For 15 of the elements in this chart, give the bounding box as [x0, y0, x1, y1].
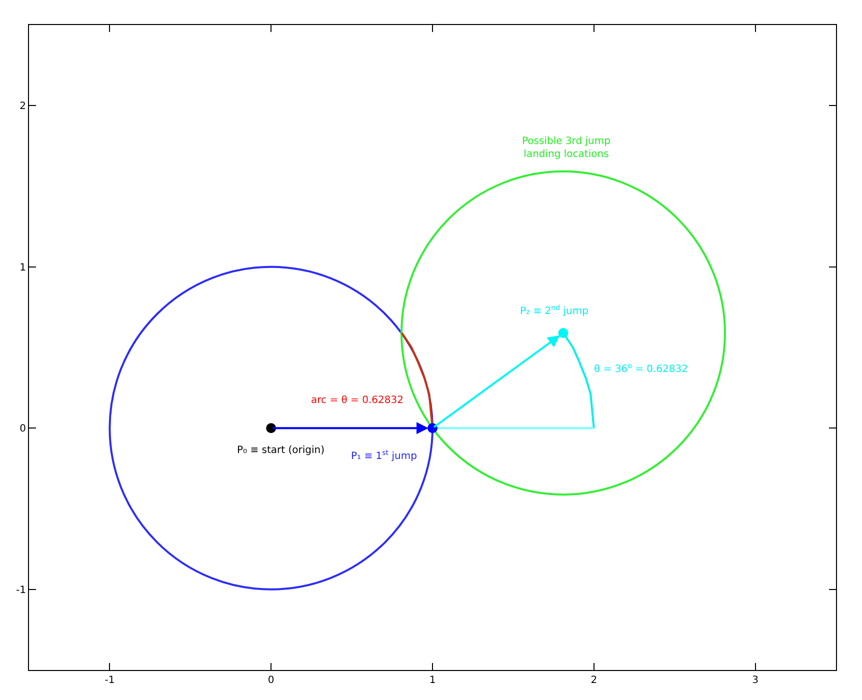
annotation: arc = θ = 0.62832 [311, 395, 404, 406]
y-tick-label: 0 [20, 424, 26, 435]
y-tick-label: 1 [20, 262, 26, 274]
y-tick-label: -1 [16, 584, 26, 596]
x-tick-label: 3 [752, 675, 758, 686]
annotation: P₁ ≡ 1$^{st}$ jump [351, 449, 417, 462]
x-tick-label: 0 [268, 675, 274, 686]
annotation: Possible 3rd jump landing locations [522, 136, 610, 160]
x-tick-label: -1 [104, 675, 115, 686]
x-tick-label: 1 [429, 675, 436, 686]
y-tick-label: 2 [20, 101, 26, 112]
annotation: θ = 36$^{o}$ = 0.62832 [594, 362, 688, 376]
annotation: P₂ ≡ 2$^{nd}$ jump [520, 304, 588, 318]
x-tick-label: 2 [590, 675, 598, 686]
annotation: P₀ ≡ start (origin) [237, 445, 325, 456]
